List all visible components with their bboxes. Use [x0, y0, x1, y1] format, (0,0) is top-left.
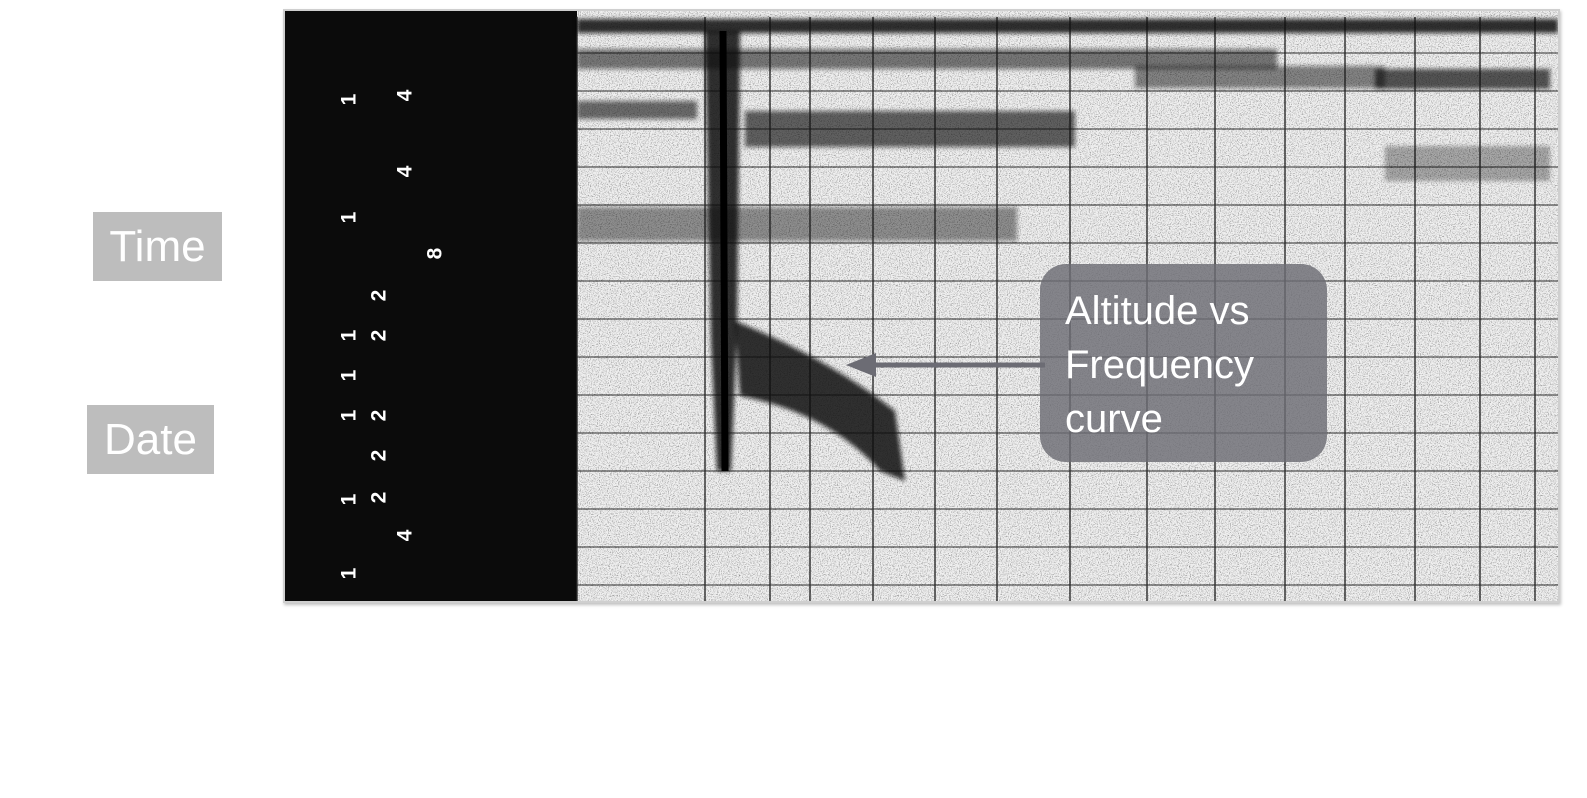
ionogram-graphic: [285, 11, 1558, 601]
film-digit: 2: [367, 491, 391, 504]
callout-arrow: [846, 353, 1045, 377]
date-label: Date: [87, 405, 214, 474]
film-digit: 1: [337, 369, 361, 382]
film-digit: 2: [367, 409, 391, 422]
film-digit: 1: [337, 329, 361, 342]
film-digit: 4: [393, 529, 417, 542]
film-digit: 1: [337, 211, 361, 224]
callout-line-2: Frequency: [1065, 343, 1254, 387]
cusp-trace: [719, 30, 729, 472]
film-digit: 2: [367, 289, 391, 302]
film-digit: 1: [337, 493, 361, 506]
film-strip: [285, 11, 577, 601]
time-label: Time: [93, 212, 222, 281]
echo-traces: [577, 19, 1558, 481]
film-digit: 4: [393, 165, 417, 178]
callout-line-1: Altitude vs: [1065, 289, 1250, 333]
film-digit: 2: [367, 449, 391, 462]
film-digit: 1: [337, 93, 361, 106]
film-digit: 8: [423, 247, 447, 260]
film-digit: 1: [337, 567, 361, 580]
callout-line-3: curve: [1065, 397, 1163, 441]
film-digit: 4: [393, 89, 417, 102]
callout-box: Altitude vs Frequency curve: [1040, 264, 1327, 462]
film-digit: 2: [367, 329, 391, 342]
film-digit: 1: [337, 409, 361, 422]
